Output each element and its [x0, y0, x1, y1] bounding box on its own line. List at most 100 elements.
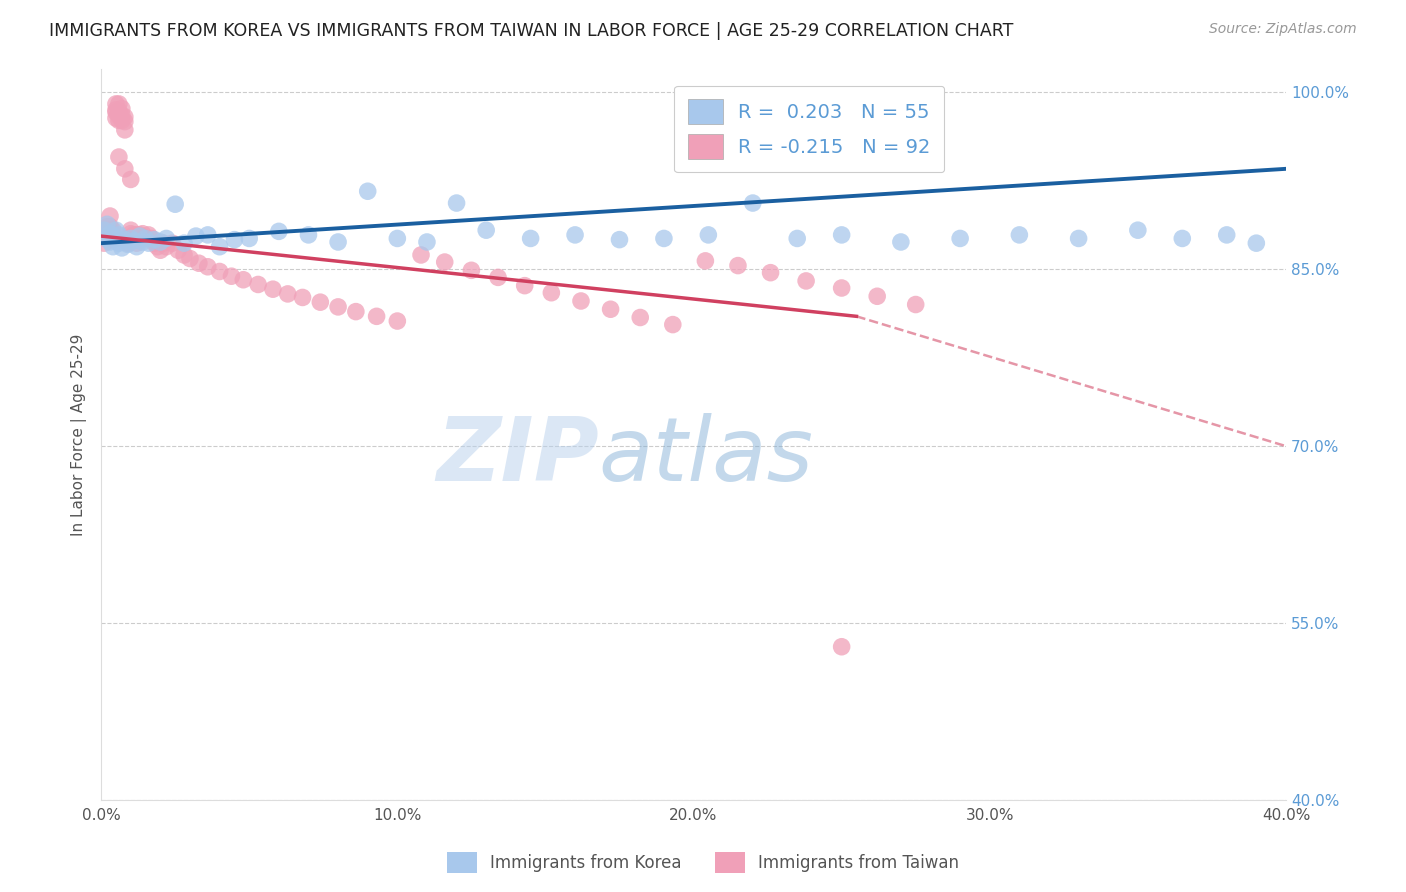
Point — [101, 229, 124, 244]
Point — [366, 310, 388, 324]
Point — [131, 227, 153, 241]
Point — [146, 240, 169, 254]
Point — [122, 227, 145, 242]
Point — [93, 223, 115, 237]
Point — [599, 302, 621, 317]
Point — [120, 223, 142, 237]
Point — [727, 259, 749, 273]
Point — [96, 231, 118, 245]
Point — [104, 223, 127, 237]
Point — [104, 111, 127, 125]
Point — [98, 227, 121, 241]
Point — [160, 236, 183, 251]
Point — [569, 293, 592, 308]
Point — [104, 103, 127, 117]
Point — [135, 231, 157, 245]
Point — [96, 227, 118, 241]
Point — [143, 233, 166, 247]
Point — [98, 223, 121, 237]
Point — [173, 236, 195, 251]
Point — [167, 244, 190, 258]
Point — [114, 123, 136, 137]
Point — [831, 281, 853, 295]
Point — [96, 231, 118, 245]
Point — [101, 229, 124, 244]
Point — [149, 244, 172, 258]
Point — [135, 231, 157, 245]
Point — [111, 109, 134, 123]
Point — [564, 227, 586, 242]
Point — [652, 231, 675, 245]
Point — [173, 248, 195, 262]
Point — [120, 231, 142, 245]
Point — [96, 231, 118, 245]
Point — [120, 172, 142, 186]
Point — [101, 231, 124, 245]
Point — [101, 240, 124, 254]
Point — [101, 233, 124, 247]
Legend: R =  0.203   N = 55, R = -0.215   N = 92: R = 0.203 N = 55, R = -0.215 N = 92 — [675, 86, 945, 172]
Point — [117, 231, 139, 245]
Point — [794, 274, 817, 288]
Point — [179, 252, 201, 266]
Text: IMMIGRANTS FROM KOREA VS IMMIGRANTS FROM TAIWAN IN LABOR FORCE | AGE 25-29 CORRE: IMMIGRANTS FROM KOREA VS IMMIGRANTS FROM… — [49, 22, 1014, 40]
Point — [98, 233, 121, 247]
Point — [662, 318, 685, 332]
Point — [409, 248, 432, 262]
Point — [108, 227, 131, 242]
Point — [344, 304, 367, 318]
Point — [114, 233, 136, 247]
Point — [93, 227, 115, 241]
Y-axis label: In Labor Force | Age 25-29: In Labor Force | Age 25-29 — [72, 333, 87, 535]
Point — [184, 229, 207, 244]
Point — [609, 233, 631, 247]
Point — [135, 231, 157, 245]
Point — [108, 109, 131, 123]
Point — [98, 219, 121, 234]
Point — [221, 269, 243, 284]
Point — [433, 255, 456, 269]
Point — [695, 253, 717, 268]
Point — [125, 240, 148, 254]
Point — [111, 113, 134, 128]
Point — [387, 314, 409, 328]
Point — [155, 231, 177, 245]
Point — [141, 231, 163, 245]
Point — [446, 196, 468, 211]
Point — [291, 290, 314, 304]
Point — [309, 295, 332, 310]
Point — [117, 236, 139, 251]
Point — [208, 264, 231, 278]
Text: Source: ZipAtlas.com: Source: ZipAtlas.com — [1209, 22, 1357, 37]
Point — [416, 235, 439, 249]
Point — [247, 277, 270, 292]
Point — [486, 270, 509, 285]
Point — [152, 236, 174, 251]
Legend: Immigrants from Korea, Immigrants from Taiwan: Immigrants from Korea, Immigrants from T… — [440, 846, 966, 880]
Point — [741, 196, 763, 211]
Point — [111, 241, 134, 255]
Point — [114, 161, 136, 176]
Point — [138, 227, 160, 242]
Point — [1246, 236, 1268, 251]
Point — [831, 227, 853, 242]
Point — [108, 103, 131, 118]
Point — [125, 236, 148, 251]
Point — [197, 260, 219, 274]
Point — [866, 289, 889, 303]
Point — [138, 236, 160, 251]
Point — [96, 219, 118, 234]
Point — [108, 236, 131, 251]
Point — [1126, 223, 1149, 237]
Point — [111, 102, 134, 116]
Point — [120, 227, 142, 241]
Point — [1171, 231, 1194, 245]
Point — [114, 110, 136, 124]
Point — [128, 231, 150, 245]
Point — [262, 282, 284, 296]
Point — [387, 231, 409, 245]
Point — [890, 235, 912, 249]
Point — [224, 233, 246, 247]
Point — [519, 231, 541, 245]
Point — [238, 231, 260, 245]
